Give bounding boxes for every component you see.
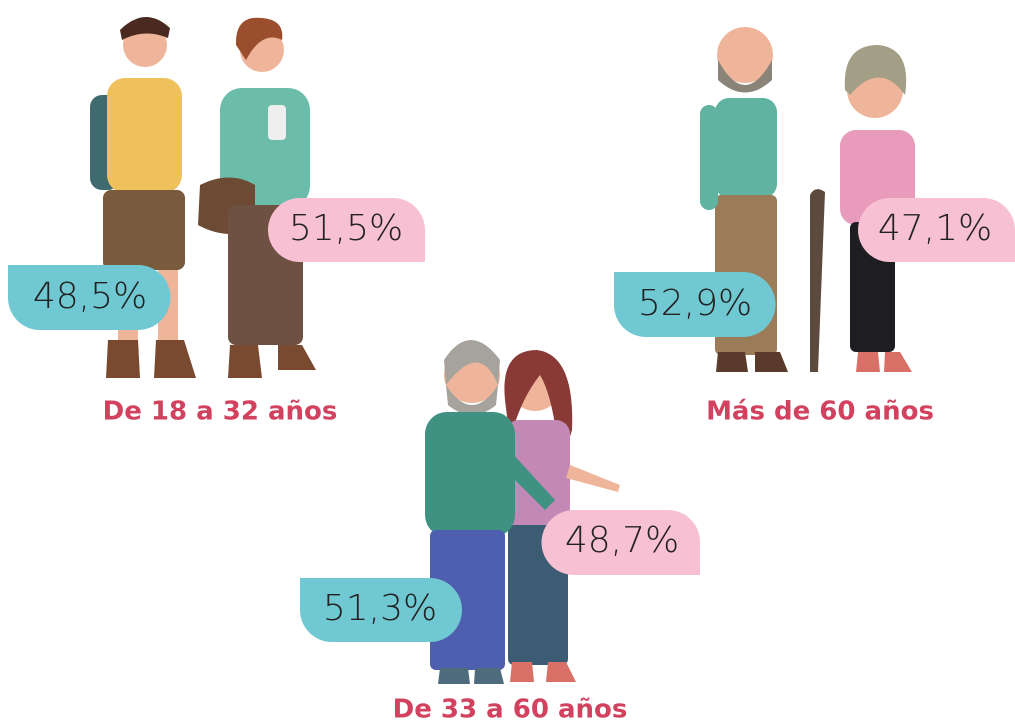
percentage: 51,5% — [289, 208, 403, 249]
badge-female: 48,7% — [541, 510, 700, 575]
group-label: Más de 60 años — [706, 397, 934, 427]
badge-female: 47,1% — [858, 198, 1015, 262]
elderly-couple — [700, 27, 915, 372]
percentage: 51,3% — [323, 588, 437, 629]
middle-couple — [425, 340, 620, 684]
badge-male: 52,9% — [614, 272, 776, 337]
young-couple — [90, 16, 316, 378]
badge-male: 51,3% — [300, 578, 462, 642]
percentage: 47,1% — [878, 208, 992, 249]
badge-male: 48,5% — [8, 265, 171, 330]
badge-female: 51,5% — [268, 198, 425, 262]
percentage: 52,9% — [638, 283, 752, 324]
group-label: De 33 a 60 años — [393, 695, 628, 725]
percentage: 48,5% — [33, 276, 147, 317]
group-label: De 18 a 32 años — [103, 397, 338, 427]
percentage: 48,7% — [565, 520, 679, 561]
